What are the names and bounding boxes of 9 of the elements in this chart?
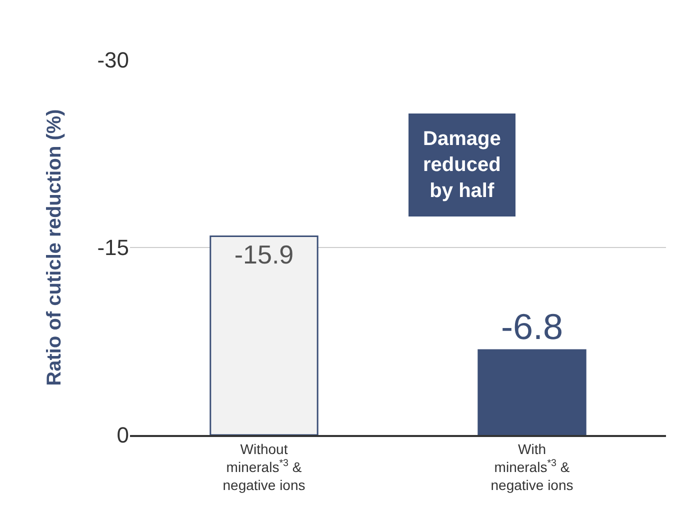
annotation: Damage reduced by half: [423, 128, 501, 202]
y-tick-label: -15: [97, 235, 129, 260]
x-tick-label: Without minerals$^{*3}$ & negative ions: [222, 440, 306, 494]
x-tick-label: With minerals$^{*3}$ & negative ions: [490, 440, 574, 494]
data-label: -6.8: [500, 306, 564, 347]
data-label: -15.9: [234, 239, 294, 270]
y-axis-title: Ratio of cuticle reduction (%): [44, 109, 66, 386]
y-tick-label: 0: [116, 422, 129, 448]
y-tick-label: -30: [97, 48, 129, 73]
